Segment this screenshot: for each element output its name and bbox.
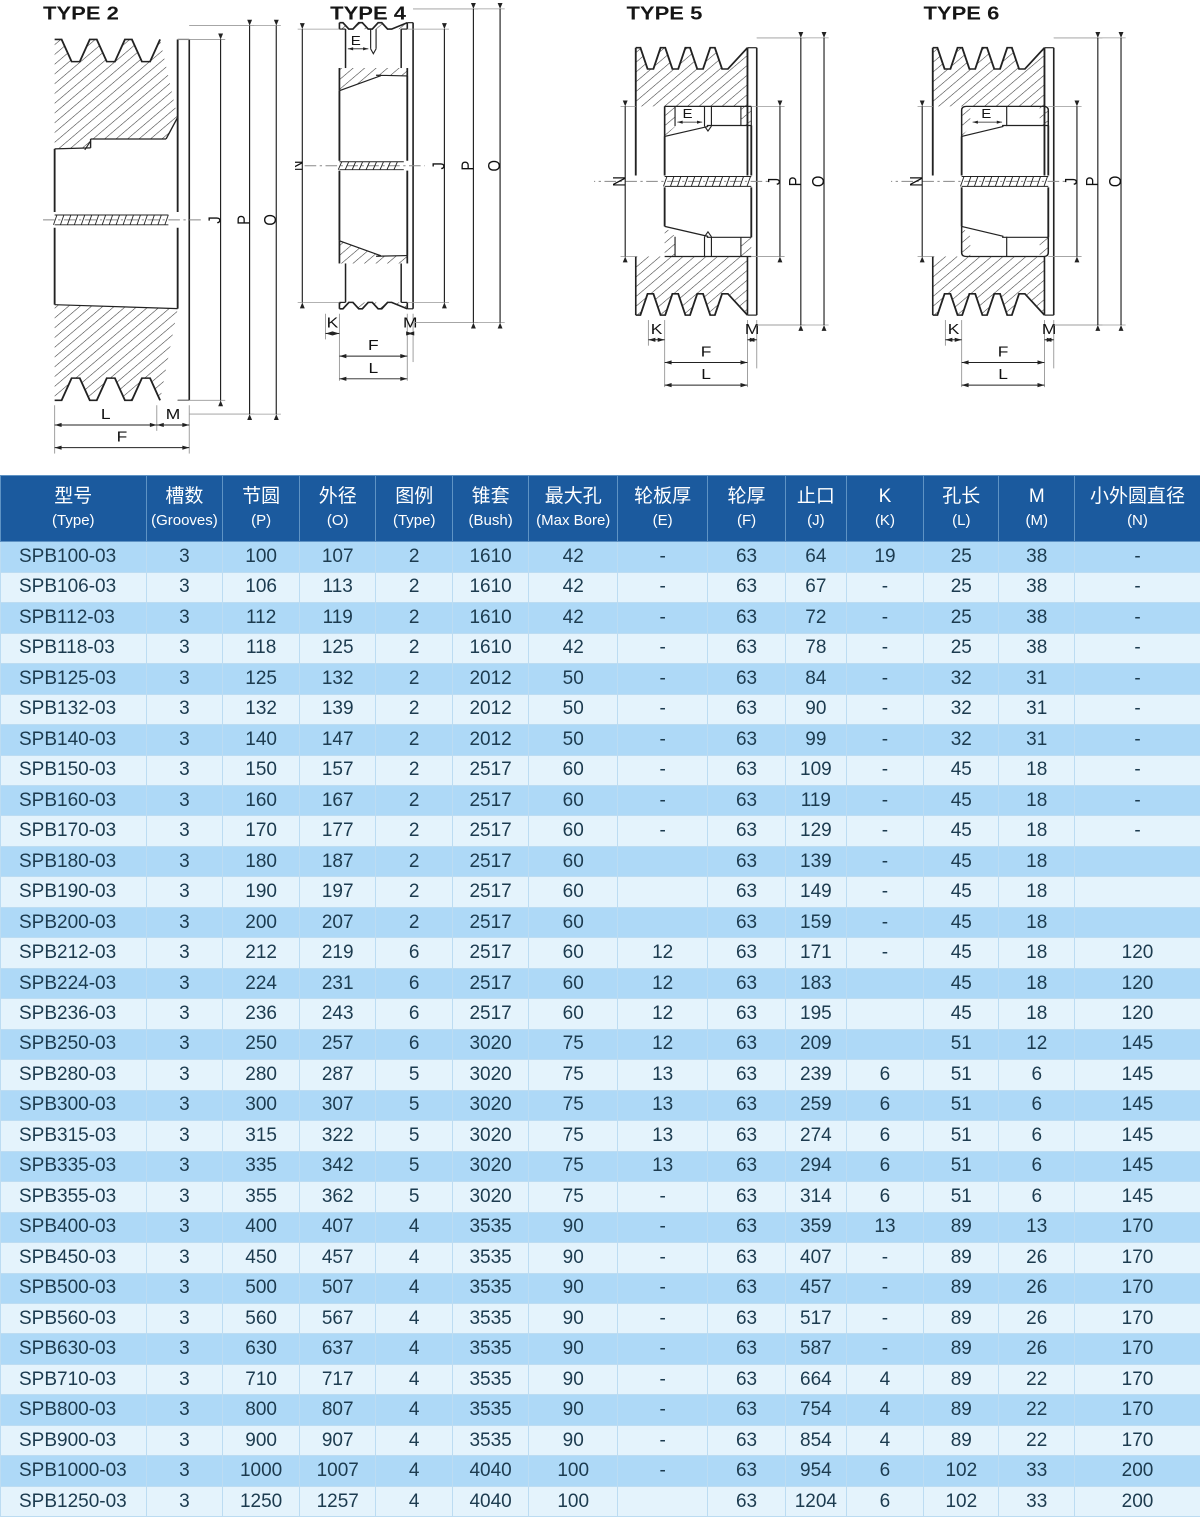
svg-text:F: F <box>701 344 712 360</box>
svg-text:P: P <box>458 161 477 171</box>
svg-text:N: N <box>610 176 629 187</box>
svg-text:O: O <box>485 160 504 171</box>
svg-text:O: O <box>1106 176 1125 187</box>
svg-text:P: P <box>1083 176 1102 186</box>
svg-text:M: M <box>745 321 759 337</box>
svg-text:TYPE 6: TYPE 6 <box>923 3 999 24</box>
svg-text:TYPE 2: TYPE 2 <box>43 3 119 24</box>
svg-text:E: E <box>683 106 693 121</box>
svg-text:J: J <box>1062 178 1081 185</box>
svg-text:N: N <box>907 176 926 187</box>
svg-text:L: L <box>369 360 379 376</box>
svg-text:N: N <box>295 160 307 171</box>
svg-text:K: K <box>948 321 960 337</box>
svg-text:TYPE 5: TYPE 5 <box>627 3 703 24</box>
svg-text:TYPE 4: TYPE 4 <box>330 3 407 24</box>
svg-text:L: L <box>101 406 111 422</box>
svg-text:K: K <box>651 321 663 337</box>
svg-text:J: J <box>429 162 448 169</box>
svg-text:M: M <box>1042 321 1056 337</box>
svg-text:L: L <box>701 366 711 382</box>
svg-text:J: J <box>206 216 225 223</box>
svg-text:F: F <box>117 429 128 445</box>
svg-text:F: F <box>998 344 1009 360</box>
svg-text:K: K <box>327 315 339 331</box>
svg-text:E: E <box>351 33 361 48</box>
svg-text:O: O <box>809 176 828 187</box>
svg-text:F: F <box>368 337 379 353</box>
svg-text:P: P <box>786 176 805 186</box>
svg-text:M: M <box>166 406 180 422</box>
svg-text:J: J <box>765 178 784 185</box>
svg-text:E: E <box>981 106 991 121</box>
svg-text:L: L <box>998 366 1008 382</box>
svg-text:P: P <box>235 215 254 225</box>
svg-text:O: O <box>262 214 281 225</box>
